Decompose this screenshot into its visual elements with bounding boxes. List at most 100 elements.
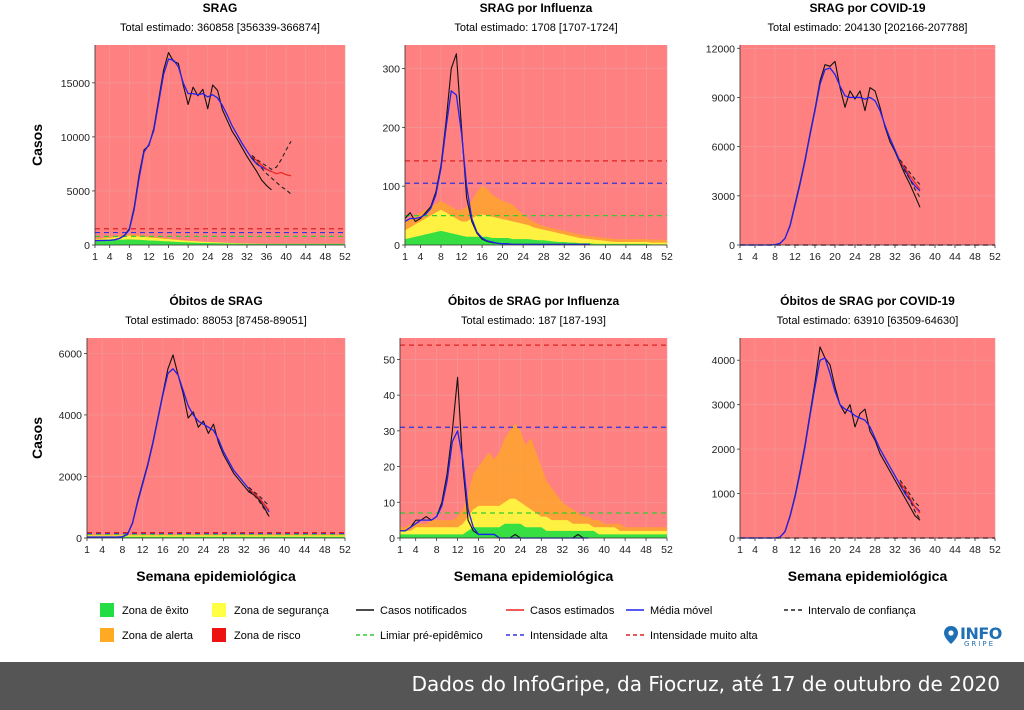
legend-label: Intensidade muito alta: [650, 630, 759, 642]
x-tick-label: 1: [737, 251, 743, 263]
x-tick-label: 24: [517, 251, 529, 263]
y-tick-label: 0: [76, 533, 82, 545]
y-tick-label: 20: [383, 462, 395, 474]
x-tick-label: 28: [222, 251, 234, 263]
x-tick-label: 20: [497, 251, 509, 263]
legend-item: Intensidade muito alta: [626, 630, 759, 642]
zone-success-area: [95, 239, 345, 245]
y-tick-label: 2000: [712, 444, 736, 456]
y-tick-label: 0: [84, 240, 90, 252]
x-tick-label: 52: [989, 251, 1001, 263]
plot-background: [87, 338, 345, 538]
y-tick-label: 9000: [712, 92, 736, 104]
x-tick-label: 48: [640, 544, 652, 556]
series-moving-avg-line: [404, 90, 590, 246]
x-tick-label: 44: [949, 544, 961, 556]
legend-label: Casos notificados: [380, 605, 467, 617]
footer-bar: Dados do InfoGripe, da Fiocruz, até 17 d…: [0, 662, 1024, 710]
legend: Zona de êxito Zona de segurança Casos noti…: [100, 603, 917, 642]
y-tick-label: 0: [389, 533, 395, 545]
series-moving-avg-line: [87, 368, 270, 538]
y-axis-title: Casos: [29, 417, 45, 459]
series-estimated-line: [899, 161, 921, 190]
y-tick-label: 100: [382, 181, 400, 193]
panel-title: Óbitos de SRAG por COVID-19: [780, 293, 955, 308]
x-tick-label: 16: [476, 251, 488, 263]
x-tick-label: 24: [515, 544, 527, 556]
y-tick-label: 4000: [59, 410, 83, 422]
x-tick-label: 32: [889, 251, 901, 263]
y-tick-label: 6000: [712, 142, 736, 154]
legend-item: Zona de risco: [212, 628, 301, 642]
y-tick-label: 1000: [712, 489, 736, 501]
x-tick-label: 8: [119, 544, 125, 556]
x-tick-label: 28: [869, 544, 881, 556]
x-tick-label: 12: [143, 251, 155, 263]
x-tick-label: 36: [261, 251, 273, 263]
x-tick-label: 4: [752, 544, 758, 556]
y-tick-label: 15000: [61, 78, 90, 90]
x-tick-label: 40: [598, 544, 610, 556]
x-tick-label: 40: [278, 544, 290, 556]
x-tick-label: 24: [849, 251, 861, 263]
x-tick-label: 36: [577, 544, 589, 556]
x-tick-label: 20: [829, 251, 841, 263]
logo-text: INFO: [960, 624, 1002, 643]
x-tick-label: 8: [772, 251, 778, 263]
x-axis-title: Semana epidemiológica: [454, 568, 614, 584]
y-axis-title: Casos: [29, 124, 45, 166]
x-tick-label: 48: [319, 544, 331, 556]
x-tick-label: 20: [177, 544, 189, 556]
y-tick-label: 30: [383, 426, 395, 438]
x-tick-label: 20: [494, 544, 506, 556]
y-tick-label: 3000: [712, 191, 736, 203]
x-tick-label: 52: [339, 544, 351, 556]
legend-item: Casos estimados: [506, 605, 615, 617]
panel-title: SRAG por COVID-19: [809, 1, 925, 15]
series-moving-avg-line: [94, 58, 272, 242]
zone-success-area: [405, 230, 667, 245]
legend-label: Casos estimados: [530, 605, 615, 617]
y-tick-label: 0: [729, 240, 735, 252]
x-tick-label: 28: [536, 544, 548, 556]
legend-swatch: [212, 628, 226, 642]
x-tick-label: 40: [280, 251, 292, 263]
x-tick-label: 32: [238, 544, 250, 556]
panel-title: Óbitos de SRAG: [169, 293, 262, 308]
series-ci-lower-line: [251, 157, 292, 195]
y-tick-label: 300: [382, 64, 400, 76]
x-tick-label: 24: [198, 544, 210, 556]
plot-background: [95, 45, 345, 245]
legend-swatch: [100, 628, 114, 642]
y-tick-label: 40: [383, 390, 395, 402]
x-tick-label: 28: [538, 251, 550, 263]
series-estimated-line: [899, 482, 921, 514]
x-tick-label: 52: [661, 544, 673, 556]
x-tick-label: 24: [202, 251, 214, 263]
panel-title: SRAG: [203, 1, 238, 15]
x-tick-label: 32: [241, 251, 253, 263]
x-axis-title: Semana epidemiológica: [788, 568, 948, 584]
panel-subtitle: Total estimado: 204130 [202166-207788]: [768, 22, 968, 34]
legend-item: Zona de alerta: [100, 628, 194, 642]
y-tick-label: 2000: [59, 471, 83, 483]
infogripe-logo: INFO GRIPE: [944, 624, 1010, 650]
panel-title: Óbitos de SRAG por Influenza: [448, 293, 620, 308]
legend-item: Zona de segurança: [212, 603, 330, 617]
y-tick-label: 200: [382, 122, 400, 134]
x-tick-label: 44: [300, 251, 312, 263]
x-tick-label: 4: [417, 251, 423, 263]
x-tick-label: 28: [218, 544, 230, 556]
legend-label: Intervalo de confiança: [808, 605, 917, 617]
y-tick-label: 3000: [712, 400, 736, 412]
x-tick-label: 1: [92, 251, 98, 263]
legend-label: Limiar pré-epidêmico: [380, 630, 483, 642]
x-tick-label: 36: [909, 251, 921, 263]
x-tick-label: 8: [126, 251, 132, 263]
legend-label: Média móvel: [650, 605, 712, 617]
